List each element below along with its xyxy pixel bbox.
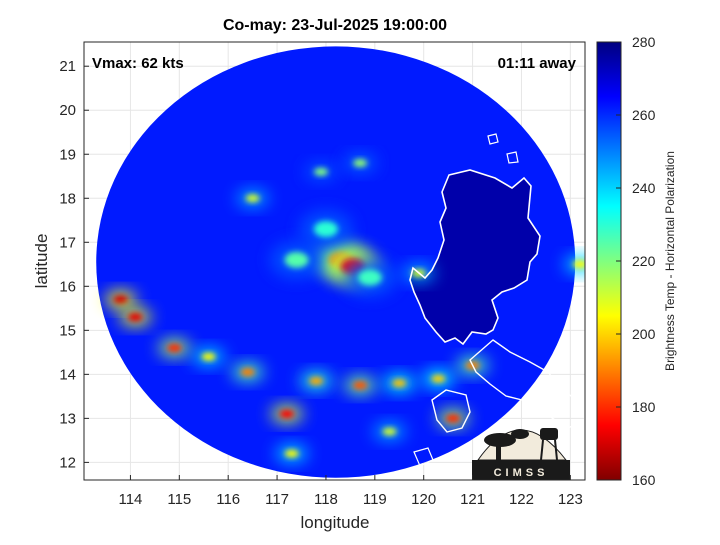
feature-band-south-6 — [383, 374, 416, 393]
coastline — [409, 133, 585, 467]
y-tick-label: 18 — [59, 190, 76, 207]
feature-band-south-4 — [300, 371, 333, 390]
y-tick-label: 17 — [59, 234, 76, 251]
y-tick-label: 20 — [59, 102, 76, 119]
feature-band-south-7 — [422, 369, 455, 388]
feature-band-south-10 — [373, 422, 406, 441]
feature-band-south-5 — [344, 376, 377, 395]
bicol-coastline — [469, 339, 585, 429]
land-region — [410, 170, 540, 344]
feature-band-south-9 — [437, 409, 470, 428]
y-tick-label: 19 — [59, 146, 76, 163]
brightness-temperature-field — [96, 46, 585, 478]
y-tick-label: 15 — [59, 322, 76, 339]
colorbar-label: Brightness Temp - Horizontal Polarizatio… — [663, 151, 677, 371]
colorbar-tick-label: 280 — [632, 34, 656, 50]
feature-east-edge — [564, 255, 585, 274]
x-tick-label: 116 — [216, 491, 240, 508]
x-tick-label: 114 — [118, 491, 142, 508]
x-axis-label: longitude — [300, 513, 369, 532]
x-tick-label: 117 — [265, 491, 289, 508]
y-tick-label: 13 — [59, 410, 76, 427]
mindoro-coastline — [431, 389, 471, 433]
x-tick-label: 121 — [460, 491, 485, 508]
feature-band-south-2 — [231, 363, 264, 382]
colorbar-tick-label: 180 — [632, 399, 656, 415]
feature-band-north-2 — [305, 162, 338, 181]
x-tick-label: 122 — [509, 491, 534, 508]
x-tick-label: 119 — [363, 491, 387, 508]
feature-band-north-1 — [236, 189, 269, 208]
x-tick-label: 115 — [167, 491, 191, 508]
islet-3 — [413, 447, 434, 467]
feature-band-south-11 — [275, 444, 308, 463]
time-away-annotation: 01:11 away — [498, 55, 577, 72]
y-tick-label: 16 — [59, 278, 76, 295]
islet-2 — [506, 151, 519, 164]
feature-band-west-2 — [119, 308, 152, 327]
feature-inner-band-2 — [299, 211, 352, 248]
feature-band-south-3 — [270, 404, 303, 423]
colorbar-ticks: 160 180 200 220 240 260 280 — [616, 34, 656, 488]
y-tick-label: 14 — [59, 366, 76, 383]
islet-1 — [487, 133, 499, 145]
x-tick-label: 123 — [558, 491, 583, 508]
y-tick-label: 21 — [59, 58, 76, 75]
y-tick-label: 12 — [59, 454, 76, 471]
feature-band-west-1 — [104, 290, 137, 309]
plot-frame — [83, 41, 586, 481]
colorbar-tick-label: 220 — [632, 253, 656, 269]
vmax-annotation: Vmax: 62 kts — [92, 55, 184, 72]
colorbar-tick-label: 200 — [632, 326, 656, 342]
feature-band-south-1 — [192, 347, 225, 366]
colorbar-tick-label: 240 — [632, 180, 656, 196]
feature-inner-band-3 — [343, 259, 396, 296]
luzon-coastline — [409, 169, 541, 346]
x-tick-label: 120 — [411, 491, 436, 508]
logo-text: CIMSS — [494, 467, 549, 479]
feature-band-north-3 — [344, 154, 377, 173]
x-tick-label: 118 — [314, 491, 338, 508]
chart-title: Co-may: 23-Jul-2025 19:00:00 — [223, 17, 447, 34]
cimss-logo: CIMSS — [472, 428, 570, 480]
x-axis-ticks: 114 115 116 117 118 119 120 121 122 123 — [118, 475, 583, 508]
colorbar-tick-label: 260 — [632, 107, 656, 123]
colorbar-tick-label: 160 — [632, 472, 656, 488]
y-axis-label: latitude — [32, 234, 51, 289]
y-axis-ticks: 12 13 14 15 16 17 18 19 20 21 — [59, 58, 89, 471]
feature-inner-band-1 — [270, 241, 323, 278]
feature-band-west-3 — [158, 338, 191, 357]
